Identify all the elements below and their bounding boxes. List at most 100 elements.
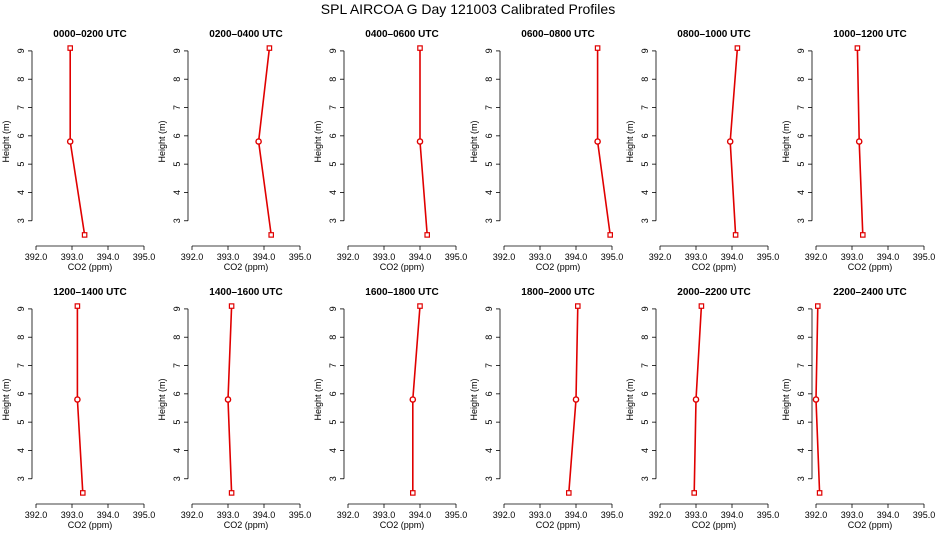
x-tick-label: 392.0 bbox=[25, 510, 48, 520]
panel: 1600–1800 UTC 392.0 393.0 394.0 395.0 3 4 5 6 7 8 9… bbox=[313, 287, 467, 530]
y-tick-label: 8 bbox=[172, 77, 182, 82]
y-tick-label: 5 bbox=[484, 420, 494, 425]
y-tick-label: 7 bbox=[640, 363, 650, 368]
y-axis-label: Height (m) bbox=[157, 378, 167, 420]
data-point bbox=[228, 303, 235, 309]
panel: 1800–2000 UTC 392.0 393.0 394.0 395.0 3 4 5 6 7 8 9… bbox=[469, 287, 623, 530]
x-tick-label: 395.0 bbox=[289, 252, 312, 262]
y-tick-label: 4 bbox=[328, 448, 338, 453]
x-axis-label: CO2 (ppm) bbox=[848, 520, 893, 530]
y-tick-label: 6 bbox=[16, 133, 26, 138]
data-point bbox=[266, 45, 273, 51]
y-tick-label: 7 bbox=[484, 363, 494, 368]
x-tick-label: 395.0 bbox=[757, 252, 780, 262]
y-tick-label: 8 bbox=[16, 335, 26, 340]
panel-title: 1200–1400 UTC bbox=[53, 287, 126, 298]
x-tick-label: 393.0 bbox=[529, 252, 552, 262]
y-tick-label: 8 bbox=[484, 77, 494, 82]
data-point bbox=[67, 45, 74, 51]
x-tick-label: 392.0 bbox=[181, 252, 204, 262]
y-tick-label: 8 bbox=[796, 77, 806, 82]
x-axis-label: CO2 (ppm) bbox=[536, 520, 581, 530]
data-point bbox=[726, 138, 734, 145]
data-point bbox=[812, 396, 820, 403]
y-axis-label: Height (m) bbox=[469, 378, 479, 420]
x-tick-label: 395.0 bbox=[445, 252, 468, 262]
y-tick-label: 5 bbox=[328, 162, 338, 167]
x-tick-label: 392.0 bbox=[649, 510, 672, 520]
y-axis-label: Height (m) bbox=[1, 378, 11, 420]
data-point bbox=[734, 45, 741, 51]
y-tick-label: 6 bbox=[484, 391, 494, 396]
x-tick-label: 395.0 bbox=[289, 510, 312, 520]
y-tick-label: 7 bbox=[484, 105, 494, 110]
x-tick-label: 395.0 bbox=[757, 510, 780, 520]
x-tick-label: 395.0 bbox=[133, 510, 156, 520]
x-tick-label: 393.0 bbox=[841, 252, 864, 262]
x-tick-label: 392.0 bbox=[805, 252, 828, 262]
x-tick-label: 392.0 bbox=[181, 510, 204, 520]
y-tick-label: 9 bbox=[172, 48, 182, 53]
x-tick-label: 393.0 bbox=[373, 252, 396, 262]
data-point bbox=[66, 138, 74, 145]
data-point bbox=[268, 232, 275, 238]
data-point bbox=[74, 396, 81, 403]
data-point bbox=[855, 138, 863, 145]
y-axis-label: Height (m) bbox=[313, 378, 323, 420]
y-tick-label: 7 bbox=[328, 105, 338, 110]
y-tick-label: 3 bbox=[16, 218, 26, 223]
panel: 0200–0400 UTC 392.0 393.0 394.0 395.0 3 4 5 6 7 8 9… bbox=[157, 29, 311, 272]
y-tick-label: 4 bbox=[172, 190, 182, 195]
data-point bbox=[732, 232, 739, 238]
panel-title: 0400–0600 UTC bbox=[365, 29, 438, 40]
y-tick-label: 4 bbox=[16, 190, 26, 195]
y-tick-label: 6 bbox=[172, 391, 182, 396]
x-axis-label: CO2 (ppm) bbox=[848, 262, 893, 272]
panel: 0000–0200 UTC 392.0 393.0 394.0 395.0 3 4 5 6 7 8 9… bbox=[1, 29, 155, 272]
x-tick-label: 392.0 bbox=[493, 510, 516, 520]
data-point bbox=[859, 232, 866, 238]
y-tick-label: 4 bbox=[640, 448, 650, 453]
y-axis-label: Height (m) bbox=[1, 120, 11, 162]
y-tick-label: 6 bbox=[640, 391, 650, 396]
y-tick-label: 7 bbox=[640, 105, 650, 110]
y-tick-label: 9 bbox=[172, 306, 182, 311]
y-tick-label: 3 bbox=[484, 218, 494, 223]
y-tick-label: 3 bbox=[796, 218, 806, 223]
x-tick-label: 392.0 bbox=[649, 252, 672, 262]
x-tick-label: 392.0 bbox=[337, 252, 360, 262]
panel-title: 0200–0400 UTC bbox=[209, 29, 282, 40]
y-axis-label: Height (m) bbox=[781, 120, 791, 162]
panel-title: 2000–2200 UTC bbox=[677, 287, 750, 298]
x-tick-label: 395.0 bbox=[133, 252, 156, 262]
x-tick-label: 394.0 bbox=[565, 510, 588, 520]
x-axis-label: CO2 (ppm) bbox=[224, 520, 269, 530]
y-tick-label: 9 bbox=[328, 306, 338, 311]
y-axis-label: Height (m) bbox=[625, 378, 635, 420]
y-tick-label: 7 bbox=[172, 363, 182, 368]
x-tick-label: 395.0 bbox=[601, 252, 624, 262]
y-tick-label: 9 bbox=[796, 48, 806, 53]
data-point bbox=[410, 490, 416, 496]
y-tick-label: 6 bbox=[172, 133, 182, 138]
y-tick-label: 6 bbox=[328, 133, 338, 138]
panel: 0600–0800 UTC 392.0 393.0 394.0 395.0 3 4 5 6 7 8 9… bbox=[469, 29, 623, 272]
data-point bbox=[574, 303, 581, 309]
panel-title: 0800–1000 UTC bbox=[677, 29, 750, 40]
panel: 2200–2400 UTC 392.0 393.0 394.0 395.0 3 4 5 6 7 8 9… bbox=[781, 287, 935, 530]
y-tick-label: 4 bbox=[640, 190, 650, 195]
x-tick-label: 394.0 bbox=[565, 252, 588, 262]
y-tick-label: 5 bbox=[796, 162, 806, 167]
data-point bbox=[572, 396, 580, 403]
panel-title: 0000–0200 UTC bbox=[53, 29, 126, 40]
data-point bbox=[594, 138, 601, 145]
x-tick-label: 392.0 bbox=[493, 252, 516, 262]
y-tick-label: 3 bbox=[640, 476, 650, 481]
panel-title: 1400–1600 UTC bbox=[209, 287, 282, 298]
y-tick-label: 5 bbox=[16, 162, 26, 167]
x-axis-label: CO2 (ppm) bbox=[68, 262, 113, 272]
y-tick-label: 3 bbox=[328, 218, 338, 223]
data-point bbox=[81, 232, 88, 238]
